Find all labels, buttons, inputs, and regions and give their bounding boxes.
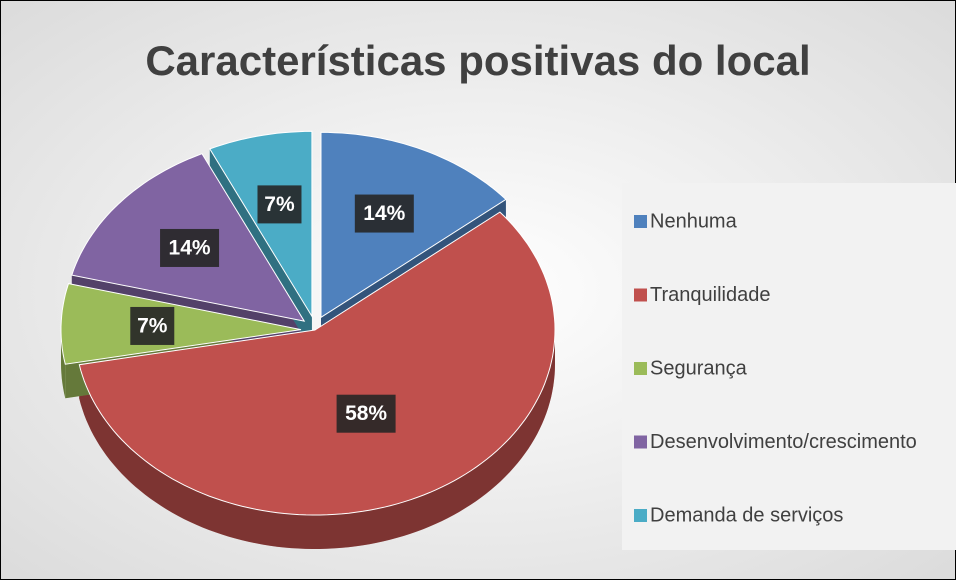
legend-swatch [634,288,647,302]
data-label: 7% [264,193,295,216]
data-label: 58% [345,402,387,425]
legend-swatch [634,435,647,449]
legend-label: Tranquilidade [650,284,770,306]
data-label: 14% [169,237,211,260]
legend-background [622,183,956,550]
data-label: 14% [363,202,405,225]
data-label-box [130,306,175,345]
data-label-box [336,394,396,433]
legend-label: Desenvolvimento/crescimento [650,431,917,453]
legend-label: Segurança [650,357,748,379]
data-label-box [354,194,414,233]
slice-side-shade [79,330,556,549]
legend-swatch [634,362,647,375]
slice [209,130,313,319]
chart-title: Características positivas do local [145,37,810,84]
slice [78,211,556,516]
legend-label: Nenhuma [650,210,738,232]
slice [60,283,302,365]
data-label-box [257,185,302,224]
legend-label: Demanda de serviços [650,504,843,526]
slice-side [79,330,556,549]
pie-labels: 14% 58% 7% 14% 7% [130,185,414,433]
data-label: 7% [137,315,168,338]
legend-swatch [634,215,647,228]
legend-swatch [634,509,647,522]
data-label-box [160,228,220,267]
